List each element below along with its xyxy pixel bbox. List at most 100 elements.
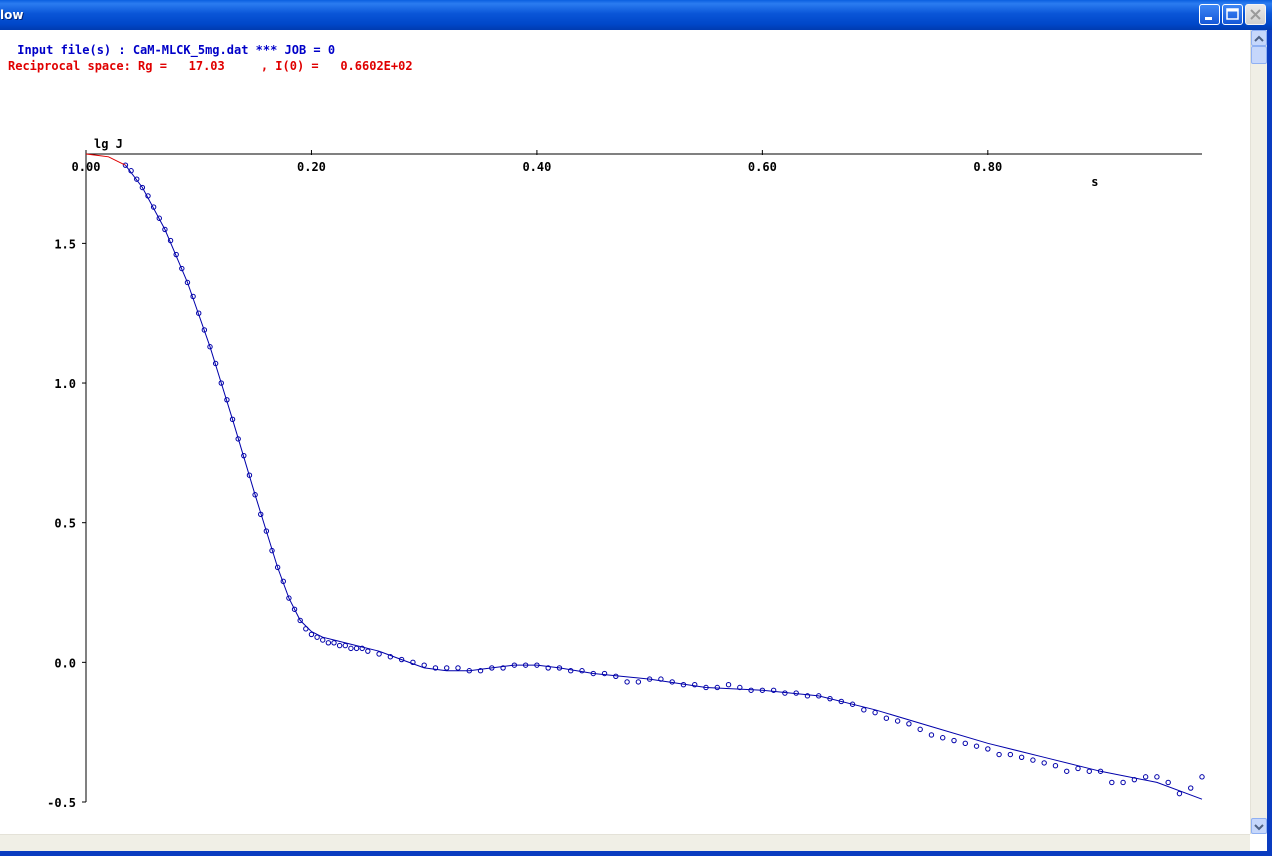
data-point [1030,757,1036,763]
data-point [184,279,191,286]
data-point [940,735,946,741]
data-point [635,679,642,685]
data-point [906,721,912,727]
data-point [1007,751,1014,758]
close-button[interactable] [1245,4,1266,25]
data-point [286,595,292,601]
data-point [320,637,326,643]
data-point [139,184,146,191]
y-tick-label: 0.0 [54,656,76,670]
maximize-icon [1226,8,1239,20]
data-point [1199,774,1205,780]
data-point [432,665,439,671]
data-point [156,215,162,221]
data-point [229,416,236,423]
input-file-line: Input file(s) : CaM-MLCK_5mg.dat *** JOB… [10,43,336,57]
horizontal-scrollbar[interactable] [0,834,1250,852]
data-point [849,701,856,707]
data-point [917,726,923,733]
data-point [359,645,365,652]
x-tick-label: 0.40 [522,160,551,174]
data-point [500,665,506,671]
data-point [365,648,371,654]
extrapolation-curve [85,153,126,166]
chevron-down-icon [1254,824,1264,831]
x-tick-label: 0.00 [72,160,101,174]
data-point [162,226,168,233]
data-point [928,732,935,738]
y-tick-label: -0.5 [47,796,76,810]
window-title: low [0,8,24,22]
data-point [1142,774,1149,780]
data-point [804,693,811,699]
data-point [1176,790,1183,797]
data-point [973,743,980,749]
data-point [725,681,732,688]
data-point [894,718,901,724]
vertical-scrollbar[interactable] [1250,30,1268,834]
data-point [1109,779,1115,786]
title-bar[interactable]: low [0,0,1272,30]
chevron-up-icon [1254,35,1264,42]
data-point [297,617,303,624]
data-point [342,642,348,649]
data-point [568,668,574,674]
data-point [1018,754,1025,761]
data-point [861,707,867,713]
data-point [658,676,664,682]
data-point [291,606,298,612]
plot-area [0,30,1250,834]
data-point [951,737,957,744]
data-point [353,645,360,652]
data-point [770,687,777,693]
data-point [737,684,743,691]
data-point [308,631,315,638]
scroll-down-button[interactable] [1251,818,1267,834]
data-point [218,380,224,386]
y-tick-label: 1.0 [54,377,76,391]
data-point [1188,785,1194,791]
data-point [376,651,382,657]
data-point [1064,768,1070,774]
x-tick-label: 0.20 [297,160,326,174]
data-point [962,740,968,747]
window-frame-bottom [0,851,1272,856]
data-point [331,640,337,646]
data-point [201,327,208,333]
data-point [601,670,608,677]
data-point [579,668,585,674]
data-point [421,662,427,668]
data-point [1165,779,1171,786]
data-point [134,176,140,182]
y-tick-label: 1.5 [54,237,76,251]
data-point [314,634,320,640]
data-point [410,659,416,666]
window-frame-right [1267,30,1272,856]
data-point [1052,762,1059,769]
data-point [444,665,450,671]
data-point [274,564,281,571]
data-point [1154,774,1160,780]
scroll-thumb[interactable] [1251,46,1267,64]
data-point [336,642,343,649]
data-point [996,751,1002,758]
data-point [477,668,484,674]
maximize-button[interactable] [1222,4,1243,25]
data-point [325,640,332,646]
data-point [179,265,185,272]
data-point [883,715,890,721]
data-point [455,665,461,671]
minimize-button[interactable] [1199,4,1220,25]
x-tick-label: 0.60 [748,160,777,174]
data-point [1086,768,1092,774]
y-tick-label: 0.5 [54,517,76,531]
scroll-up-button[interactable] [1251,30,1267,46]
minimize-icon [1205,17,1212,20]
data-point [207,344,213,350]
data-point [1041,760,1047,766]
data-point [985,746,991,752]
data-point [1075,765,1081,772]
data-point [1120,779,1126,786]
data-point [348,645,354,652]
